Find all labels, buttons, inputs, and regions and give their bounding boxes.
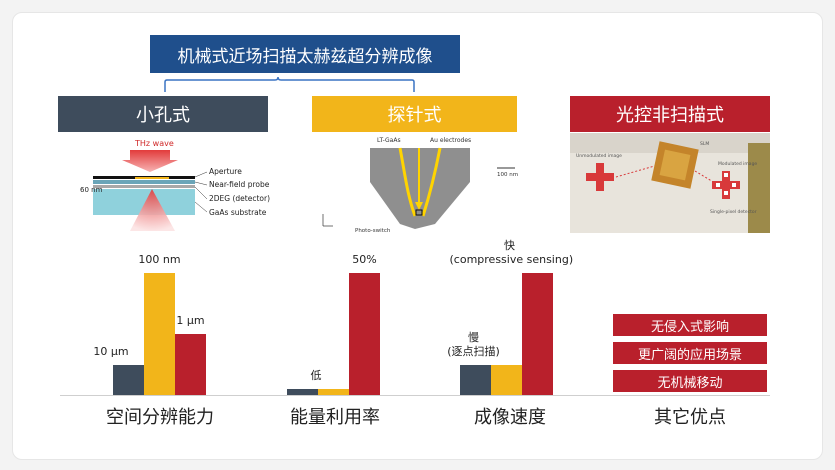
- bar-label-1-1: 低: [310, 368, 322, 382]
- metric-other: 其它优点: [654, 407, 726, 428]
- probe-label: Near-field probe: [209, 180, 270, 189]
- metric-resolution: 空间分辨能力: [106, 407, 214, 428]
- detector-label-optical: Single-pixel detector: [710, 209, 757, 215]
- unmodulated-label: Unmodulated image: [576, 153, 622, 159]
- category-aperture: 小孔式: [58, 96, 268, 132]
- bar-label-1-2: 50%: [352, 253, 377, 266]
- slm-label: SLM: [700, 141, 709, 147]
- category-optical: 光控非扫描式: [570, 96, 770, 132]
- bar-label-2-2: 快 (compressive sensing): [449, 239, 574, 266]
- switch-label: Photo-switch: [355, 228, 391, 234]
- advantage-no-mechanical: 无机械移动: [613, 370, 767, 392]
- lt-gaas-label: LT-GaAs: [377, 137, 401, 144]
- category-aperture-label: 小孔式: [136, 105, 190, 126]
- optical-diagram: Unmodulated image SLM Modulated image Si…: [570, 133, 770, 233]
- main-title: 机械式近场扫描太赫兹超分辨成像: [150, 35, 460, 73]
- bar-label-0-0: 10 μm: [93, 344, 129, 358]
- bar-2-0: [460, 364, 491, 395]
- metric-speed: 成像速度: [474, 407, 546, 428]
- aperture-diagram: THz wave 60 nm Aperture Near-field probe…: [80, 139, 270, 231]
- bar-0-0: [113, 364, 144, 395]
- metric-efficiency: 能量利用率: [290, 407, 380, 428]
- category-probe-label: 探针式: [387, 105, 442, 126]
- scale-label: 100 nm: [497, 172, 518, 178]
- bar-1-2: [349, 273, 380, 395]
- advantage-non-invasive: 无侵入式影响: [613, 314, 767, 336]
- advantage-wider-applications: 更广阔的应用场景: [613, 342, 767, 364]
- category-probe: 探针式: [312, 96, 517, 132]
- category-optical-label: 光控非扫描式: [616, 105, 724, 126]
- thickness-label: 60 nm: [80, 186, 103, 194]
- bar-2-1: [491, 364, 522, 395]
- detector-label: 2DEG (detector): [209, 194, 270, 203]
- bar-label-0-1: 100 nm: [138, 253, 181, 266]
- thz-wave-label: THz wave: [134, 139, 174, 148]
- chart-baseline: [60, 395, 770, 396]
- modulated-label: Modulated image: [718, 161, 757, 167]
- bar-0-2: [175, 334, 206, 395]
- electrodes-label: Au electrodes: [430, 137, 471, 144]
- bar-label-0-2: 1 μm: [176, 314, 205, 327]
- aperture-label: Aperture: [209, 167, 242, 176]
- substrate-label: GaAs substrate: [209, 208, 267, 217]
- bar-1-0: [287, 388, 318, 395]
- bar-1-1: [318, 388, 349, 395]
- bar-2-2: [522, 273, 553, 395]
- probe-diagram: LT-GaAs Au electrodes 100 nm Photo-switc…: [322, 137, 518, 234]
- bar-label-2-0: 慢 (逐点扫描): [447, 330, 500, 358]
- bar-0-1: [144, 273, 175, 395]
- main-title-text: 机械式近场扫描太赫兹超分辨成像: [177, 46, 433, 67]
